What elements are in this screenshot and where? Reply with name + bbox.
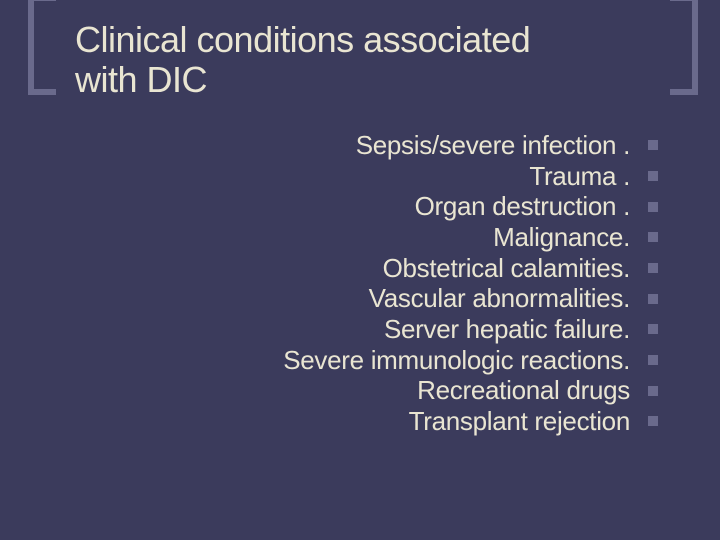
list-item-text: Severe immunologic reactions. bbox=[283, 345, 630, 376]
bullet-icon bbox=[648, 140, 658, 150]
list-item-text: Transplant rejection bbox=[409, 406, 630, 437]
list-item-text: Trauma . bbox=[529, 161, 630, 192]
bullet-icon bbox=[648, 263, 658, 273]
list-item: Vascular abnormalities. bbox=[283, 283, 658, 314]
list-item-text: Obstetrical calamities. bbox=[383, 253, 630, 284]
bullet-icon bbox=[648, 324, 658, 334]
list-item: Malignance. bbox=[283, 222, 658, 253]
title-container: Clinical conditions associated with DIC bbox=[40, 20, 680, 99]
list-item-text: Server hepatic failure. bbox=[384, 314, 630, 345]
list-item: Transplant rejection bbox=[283, 406, 658, 437]
list-item-text: Sepsis/severe infection . bbox=[356, 130, 630, 161]
list-item: Sepsis/severe infection . bbox=[283, 130, 658, 161]
title-line-1: Clinical conditions associated bbox=[75, 19, 530, 60]
list-item: Obstetrical calamities. bbox=[283, 253, 658, 284]
slide-title: Clinical conditions associated with DIC bbox=[40, 20, 680, 99]
list-item: Server hepatic failure. bbox=[283, 314, 658, 345]
list-item: Organ destruction . bbox=[283, 191, 658, 222]
list-item: Recreational drugs bbox=[283, 375, 658, 406]
bullet-icon bbox=[648, 355, 658, 365]
bullet-icon bbox=[648, 232, 658, 242]
list-item: Severe immunologic reactions. bbox=[283, 345, 658, 376]
list-item-text: Vascular abnormalities. bbox=[369, 283, 630, 314]
bullet-icon bbox=[648, 294, 658, 304]
list-item-text: Recreational drugs bbox=[417, 375, 630, 406]
list-item: Trauma . bbox=[283, 161, 658, 192]
list-item-text: Malignance. bbox=[493, 222, 630, 253]
bullet-icon bbox=[648, 202, 658, 212]
bullet-icon bbox=[648, 386, 658, 396]
list-item-text: Organ destruction . bbox=[415, 191, 630, 222]
bullet-icon bbox=[648, 416, 658, 426]
slide: Clinical conditions associated with DIC … bbox=[0, 0, 720, 540]
bullet-icon bbox=[648, 171, 658, 181]
body-list: Sepsis/severe infection . Trauma . Organ… bbox=[283, 130, 658, 437]
title-line-2: with DIC bbox=[75, 59, 207, 100]
